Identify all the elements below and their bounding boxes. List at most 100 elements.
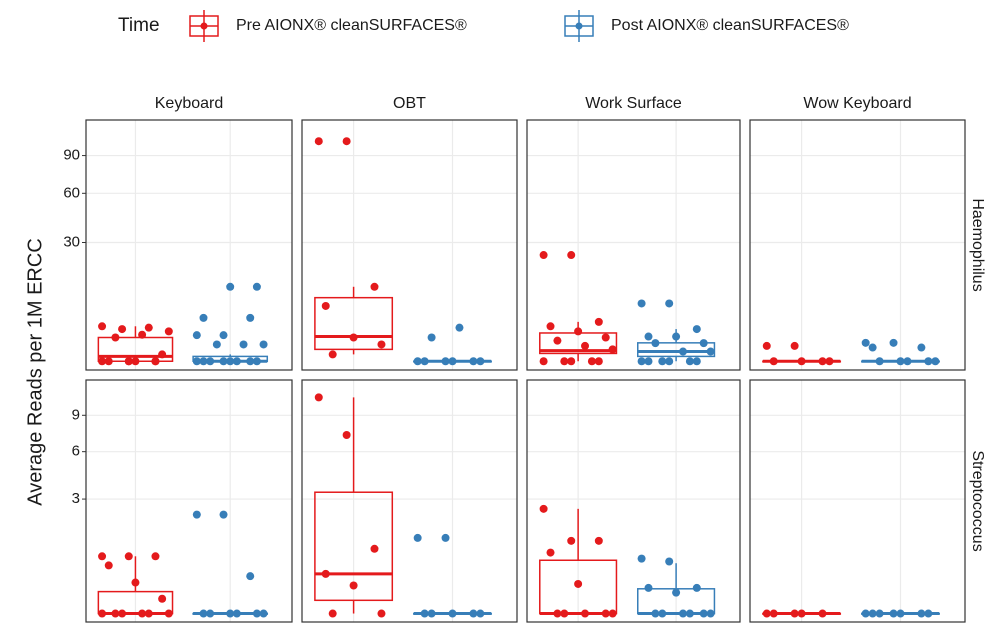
data-point (219, 331, 228, 340)
panel-border (301, 119, 518, 371)
data-point (246, 572, 255, 581)
data-point (581, 341, 590, 350)
data-point (259, 609, 268, 618)
panel-border (749, 119, 966, 371)
facet-panel (85, 379, 293, 623)
data-point (448, 609, 457, 618)
data-point (259, 340, 268, 349)
data-point (448, 357, 457, 366)
box (314, 296, 394, 351)
legend-key (575, 22, 583, 30)
data-point (413, 533, 422, 542)
legend-title: Time (118, 15, 160, 36)
data-point (131, 578, 140, 587)
data-point (199, 313, 208, 322)
data-point (889, 609, 898, 618)
y-axis-label: Average Reads per 1M ERCC (24, 238, 46, 506)
data-point (219, 510, 228, 519)
data-point (98, 609, 107, 618)
data-point (875, 609, 884, 618)
data-point (252, 357, 261, 366)
data-point (342, 137, 351, 146)
data-point (118, 325, 127, 334)
data-point (644, 332, 653, 341)
data-point (658, 357, 667, 366)
data-point (144, 323, 153, 332)
data-point (138, 330, 147, 339)
data-point (370, 544, 379, 553)
data-point (644, 583, 653, 592)
data-point (131, 357, 140, 366)
facet-panel (85, 119, 293, 371)
data-point (427, 333, 436, 342)
data-point (699, 339, 708, 348)
data-point (246, 313, 255, 322)
data-point (469, 357, 478, 366)
data-point (192, 331, 201, 340)
data-point (672, 332, 681, 341)
data-point (594, 317, 603, 326)
box (314, 491, 394, 602)
panel-border (85, 379, 293, 623)
data-point (104, 561, 113, 570)
y-tick-label: 9 (72, 406, 80, 423)
data-point (469, 609, 478, 618)
facet-panel (526, 119, 741, 371)
data-point (239, 340, 248, 349)
data-point (377, 609, 386, 618)
data-point (98, 552, 107, 561)
data-point (192, 357, 201, 366)
data-point (553, 609, 562, 618)
data-point (594, 357, 603, 366)
data-point (232, 357, 241, 366)
data-point (441, 533, 450, 542)
panel-border (526, 119, 741, 371)
data-point (637, 357, 646, 366)
data-point (420, 609, 429, 618)
panel-border (526, 379, 741, 623)
data-point (441, 357, 450, 366)
data-point (637, 299, 646, 308)
data-point (868, 609, 877, 618)
facet-column-label: Keyboard (155, 95, 224, 112)
data-point (665, 299, 674, 308)
data-point (924, 357, 933, 366)
data-point (637, 554, 646, 563)
data-point (342, 430, 351, 439)
data-point (226, 609, 235, 618)
data-point (476, 609, 485, 618)
data-point (644, 357, 653, 366)
data-point (158, 350, 167, 359)
data-point (797, 357, 806, 366)
data-point (679, 609, 688, 618)
facet-row-label: Haemophilus (969, 198, 986, 291)
data-point (903, 357, 912, 366)
data-point (706, 609, 715, 618)
box (637, 342, 716, 358)
data-point (377, 340, 386, 349)
data-point (581, 609, 590, 618)
data-point (246, 357, 255, 366)
data-point (658, 609, 667, 618)
data-point (553, 336, 562, 345)
data-point (212, 340, 221, 349)
data-point (861, 338, 870, 347)
facet-panel (749, 119, 966, 371)
legend-key (200, 22, 208, 30)
data-point (539, 504, 548, 513)
data-point (594, 536, 603, 545)
data-point (560, 357, 569, 366)
data-point (692, 357, 701, 366)
data-point (665, 357, 674, 366)
data-point (818, 609, 827, 618)
data-point (692, 583, 701, 592)
data-point (349, 333, 358, 342)
panel-border (749, 379, 966, 623)
data-point (560, 609, 569, 618)
y-tick-label: 30 (63, 233, 80, 250)
data-point (608, 609, 617, 618)
data-point (349, 581, 358, 590)
data-point (685, 357, 694, 366)
facet-column-label: Wow Keyboard (803, 95, 911, 112)
data-point (567, 251, 576, 260)
